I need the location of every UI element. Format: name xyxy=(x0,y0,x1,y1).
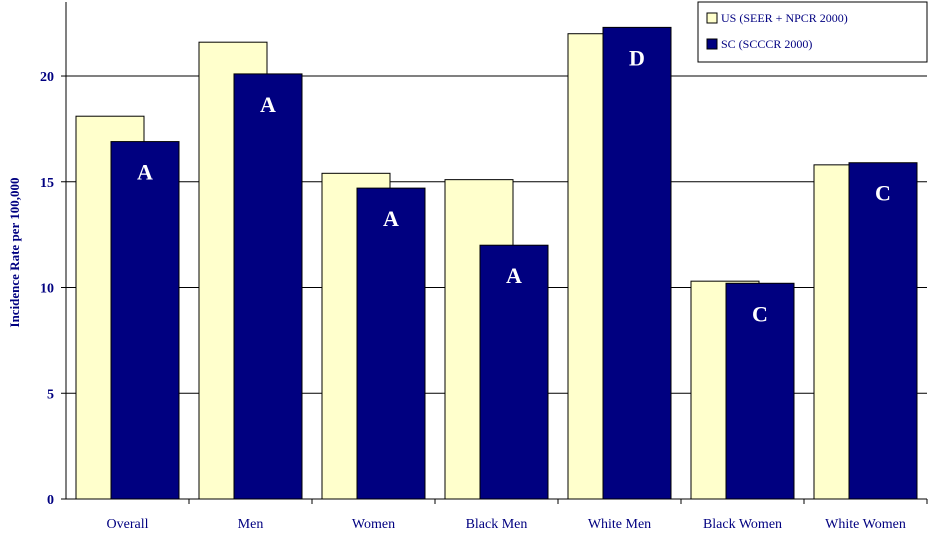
x-tick-label: Black Women xyxy=(703,517,782,532)
y-tick-label: 5 xyxy=(47,387,54,402)
x-tick-label: Women xyxy=(352,517,395,532)
legend-swatch xyxy=(706,38,718,50)
legend-label: US (SEER + NPCR 2000) xyxy=(721,11,848,25)
x-tick-label: White Women xyxy=(825,517,906,532)
x-tick-label: Black Men xyxy=(466,517,528,532)
y-tick-label: 20 xyxy=(40,70,54,85)
sc-bar xyxy=(479,244,549,500)
bar-annotation: C xyxy=(875,181,891,206)
bar-annotation: A xyxy=(383,206,399,231)
x-tick-label: White Men xyxy=(588,517,651,532)
sc-bar xyxy=(602,26,672,500)
bar-annotation: A xyxy=(137,160,153,185)
sc-bar xyxy=(356,187,426,500)
sc-bar xyxy=(110,141,180,500)
x-tick-label: Overall xyxy=(107,517,149,532)
y-axis-label: Incidence Rate per 100,000 xyxy=(7,178,22,328)
bar-annotation: D xyxy=(629,45,645,70)
bar-annotation: A xyxy=(260,92,276,117)
legend xyxy=(697,1,928,63)
y-tick-label: 0 xyxy=(47,493,54,508)
bar-annotation: C xyxy=(752,301,768,326)
y-tick-label: 15 xyxy=(40,176,54,191)
bar-annotation: A xyxy=(506,263,522,288)
sc-bar xyxy=(848,162,918,500)
x-tick-label: Men xyxy=(238,517,264,532)
y-tick-label: 10 xyxy=(40,282,54,297)
sc-bar xyxy=(725,282,795,500)
sc-bar xyxy=(233,73,303,500)
legend-swatch xyxy=(706,12,718,24)
legend-label: SC (SCCCR 2000) xyxy=(721,37,812,51)
